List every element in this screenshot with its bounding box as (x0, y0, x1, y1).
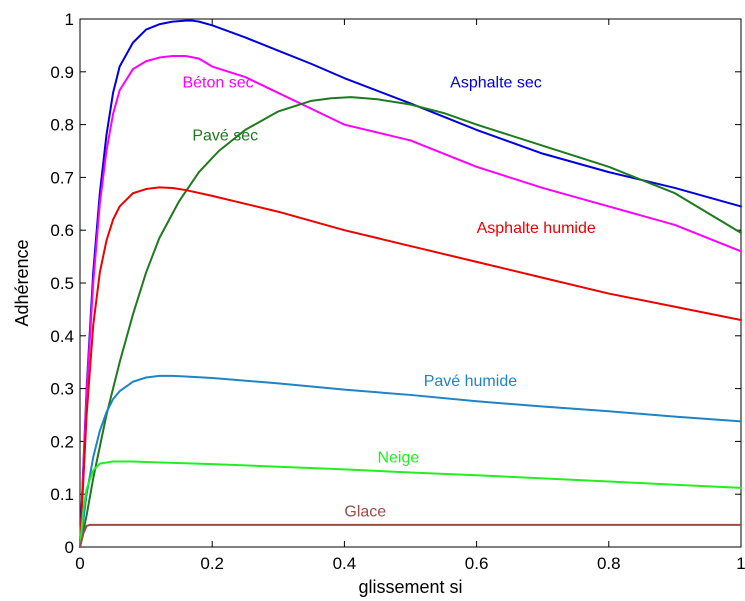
axes: 0 0.2 0.4 0.6 0.8 1 0 0.1 0.2 0.3 0.4 0.5 0.6 0.7 0.8 0… (50, 10, 745, 573)
series-line-pav-sec (79, 96, 742, 548)
series-line-asphalte-humide (79, 186, 742, 548)
x-tick-label: 1 (736, 554, 745, 573)
series-line-b-ton-sec (79, 54, 742, 548)
y-tick-label: 1 (65, 10, 74, 29)
series-annotation: Asphalte sec (450, 75, 542, 92)
y-tick-label: 0.1 (50, 485, 74, 504)
y-tick-label: 0.3 (50, 380, 74, 399)
series-annotation: Glace (344, 503, 386, 520)
y-tick-label: 0.6 (50, 221, 74, 240)
y-tick-label: 0 (65, 538, 74, 557)
series-annotation: Béton sec (182, 75, 253, 92)
x-tick-label: 0.8 (597, 554, 621, 573)
x-tick-label: 0 (75, 554, 84, 573)
y-tick-label: 0.5 (50, 274, 74, 293)
series-annotations: Asphalte sec Béton sec Pavé sec Asphalte hu… (182, 75, 595, 521)
series-annotation: Neige (377, 450, 419, 467)
y-tick-label: 0.7 (50, 168, 74, 187)
series-line-neige (79, 460, 742, 548)
y-axis-label: Adhérence (12, 239, 32, 326)
series-annotation: Pavé humide (424, 373, 517, 390)
x-tick-label: 0.2 (200, 554, 224, 573)
series-line-pav-humide (79, 374, 742, 548)
x-axis-label: glissement si (358, 577, 462, 597)
series-line-glace (79, 523, 742, 548)
series-annotation: Pavé sec (192, 127, 258, 144)
series-annotation: Asphalte humide (477, 220, 596, 237)
series-line-asphalte-sec (79, 19, 742, 548)
series-lines (79, 19, 742, 548)
y-tick-label: 0.9 (50, 63, 74, 82)
plot-frame (79, 18, 742, 548)
y-tick-label: 0.2 (50, 432, 74, 451)
x-tick-label: 0.6 (465, 554, 489, 573)
y-tick-label: 0.8 (50, 116, 74, 135)
x-tick-label: 0.4 (333, 554, 357, 573)
y-tick-label: 0.4 (50, 327, 74, 346)
